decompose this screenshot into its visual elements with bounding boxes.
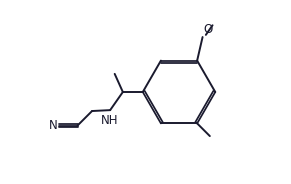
Text: O: O <box>203 23 213 36</box>
Text: NH: NH <box>100 114 118 127</box>
Text: N: N <box>49 119 57 132</box>
